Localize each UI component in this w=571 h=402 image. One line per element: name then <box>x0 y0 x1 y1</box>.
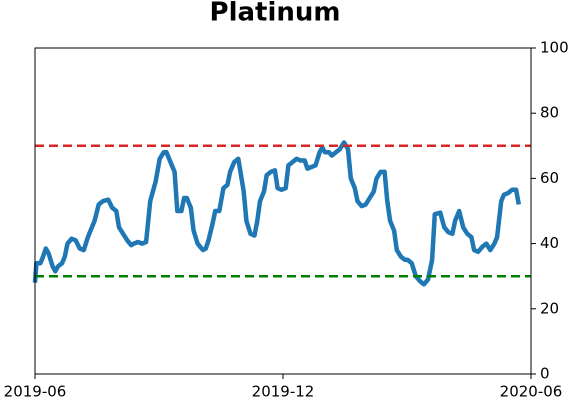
data-line <box>32 140 522 287</box>
y-tick-label: 80 <box>540 104 559 122</box>
chart-title: Platinum <box>210 0 341 28</box>
x-tick-label: 2019-06 <box>4 383 67 401</box>
x-tick-label: 2019-12 <box>252 383 315 401</box>
y-tick-label: 0 <box>540 365 550 383</box>
y-tick-label: 100 <box>540 39 569 57</box>
y-tick-label: 20 <box>540 299 559 317</box>
plot-frame <box>34 47 532 375</box>
y-tick-label: 60 <box>540 169 559 187</box>
x-tick-label: 2020-06 <box>500 383 563 401</box>
y-tick-label: 40 <box>540 234 559 252</box>
